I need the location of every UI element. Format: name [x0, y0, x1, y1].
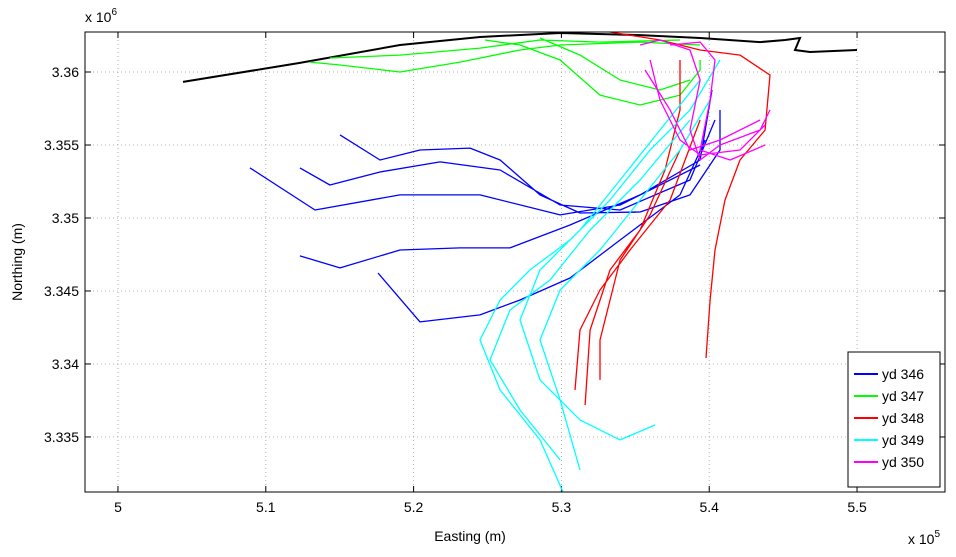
x-exponent-base: x 10 — [908, 531, 935, 547]
track-line — [574, 31, 771, 406]
y-tick-label: 3.36 — [52, 64, 79, 80]
track-line — [639, 39, 771, 161]
y-tick-label: 3.34 — [52, 356, 79, 372]
x-tick-label: 5.3 — [552, 499, 572, 515]
x-tick-label: 5.4 — [699, 499, 719, 515]
x-exponent: x 105 — [908, 529, 940, 547]
x-tick-label: 5 — [114, 499, 122, 515]
plot-frame — [84, 31, 946, 493]
legend-label: yd 347 — [882, 388, 924, 404]
y-axis-label: Northing (m) — [9, 223, 25, 301]
legend-label: yd 349 — [882, 432, 924, 448]
y-tick-label: 3.355 — [44, 137, 79, 153]
legend-label: yd 350 — [882, 454, 924, 470]
y-tick-label: 3.35 — [52, 210, 79, 226]
y-exponent-power: 6 — [111, 7, 117, 18]
track-line — [479, 59, 721, 493]
y-tick-label: 3.335 — [44, 429, 79, 445]
x-tick-label: 5.5 — [847, 499, 867, 515]
track-line — [309, 37, 701, 106]
coastline — [182, 31, 858, 83]
x-tick-label: 5.2 — [404, 499, 424, 515]
legend-label: yd 348 — [882, 410, 924, 426]
legend-box — [847, 351, 941, 488]
y-exponent: x 106 — [85, 7, 117, 25]
y-exponent-base: x 10 — [85, 9, 112, 25]
legend-label: yd 346 — [882, 366, 924, 382]
y-tick-label: 3.345 — [44, 283, 79, 299]
track-line — [249, 89, 721, 323]
x-tick-label: 5.1 — [256, 499, 276, 515]
x-axis-label: Easting (m) — [434, 528, 506, 544]
x-exponent-power: 5 — [934, 529, 940, 540]
